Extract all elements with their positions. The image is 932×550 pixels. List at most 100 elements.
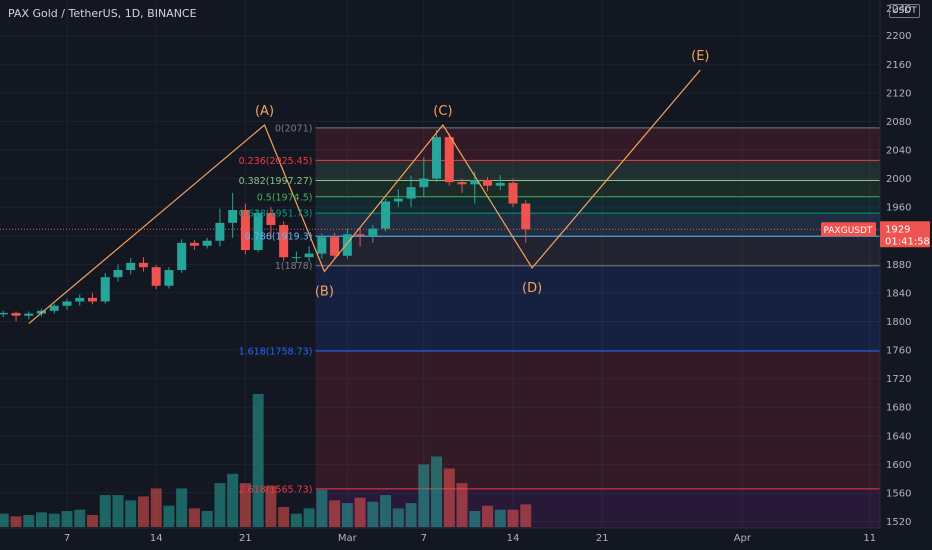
volume-bar xyxy=(176,488,188,527)
volume-bar xyxy=(112,495,124,527)
volume-bar xyxy=(23,515,35,527)
fib-label-0.5: 0.5(1974.5) xyxy=(257,192,313,203)
candle-body xyxy=(0,312,8,315)
volume-bar xyxy=(214,483,226,527)
symbol-label: PAXGUSDT xyxy=(824,226,873,236)
price-axis-tick-label: 1600 xyxy=(886,460,911,471)
volume-bar xyxy=(239,483,251,527)
candle-body xyxy=(368,228,378,236)
volume-bar xyxy=(329,500,341,527)
candle-body xyxy=(100,277,110,302)
price-axis-tick-label: 2080 xyxy=(886,117,911,128)
candle-body xyxy=(113,270,123,278)
time-axis-tick-label: 7 xyxy=(64,533,70,544)
candle-body xyxy=(279,225,289,258)
price-axis-tick-label: 2200 xyxy=(886,31,911,42)
volume-bar xyxy=(367,501,379,527)
fib-label-1: 1(1878) xyxy=(275,261,313,272)
candle-body xyxy=(495,182,505,186)
volume-bar xyxy=(227,473,239,527)
fib-label-0.236: 0.236(2025.45) xyxy=(239,156,313,167)
volume-bar xyxy=(341,503,353,527)
candle-body xyxy=(317,237,327,254)
volume-bar xyxy=(520,504,532,527)
candles[interactable] xyxy=(0,130,531,322)
volume-bar xyxy=(380,495,392,527)
fib-zone xyxy=(315,160,880,181)
volume-bar xyxy=(303,508,315,527)
candle-body xyxy=(406,187,416,199)
fib-zone xyxy=(315,350,880,489)
volume-bar xyxy=(137,496,149,527)
volume-bar xyxy=(99,495,111,527)
wave-label: (E) xyxy=(691,49,709,64)
fib-label-2.618: 2.618(1565.73) xyxy=(239,484,313,495)
price-axis-tick-label: 1800 xyxy=(886,317,911,328)
candle-body xyxy=(304,253,314,258)
volume-bar xyxy=(354,497,366,527)
volume-bar xyxy=(494,509,506,527)
volume-bar xyxy=(36,512,48,527)
candle-body xyxy=(444,137,454,183)
volume-bar xyxy=(405,503,417,527)
volume-bar xyxy=(265,485,277,527)
volume-bar xyxy=(163,505,175,527)
fib-zone xyxy=(315,265,880,351)
candle-body xyxy=(24,313,34,316)
volume-bar xyxy=(48,513,60,527)
candle-body xyxy=(419,178,429,188)
zigzag-pattern[interactable]: (A) (B) (C) (D) (E) xyxy=(28,49,710,325)
candle-body xyxy=(126,262,136,271)
candle-body xyxy=(342,234,352,256)
volume-bar xyxy=(86,515,98,527)
candle-body xyxy=(508,182,518,204)
candle-body xyxy=(164,270,174,286)
price-axis-background xyxy=(880,0,932,550)
price-axis-tick-label: 1760 xyxy=(886,346,911,357)
currency-badge[interactable]: USDT xyxy=(889,4,920,18)
candle-body xyxy=(291,257,301,259)
time-axis-tick-label: Apr xyxy=(734,533,752,544)
candle-body xyxy=(393,198,403,202)
candle-body xyxy=(151,267,161,286)
candle-body xyxy=(202,240,212,246)
price-axis-tick-label: 2240 xyxy=(886,4,911,15)
price-axis-tick-label: 1640 xyxy=(886,431,911,442)
time-axis-tick-label: 11 xyxy=(863,533,876,544)
price-axis-tick-label: 1720 xyxy=(886,374,911,385)
candle-body xyxy=(228,210,238,223)
current-price-value: 1929 xyxy=(885,224,910,235)
fib-label-0: 0(2071) xyxy=(275,123,313,134)
fib-zone xyxy=(315,180,880,197)
candle-body xyxy=(330,237,340,256)
wave-label: (C) xyxy=(433,104,452,119)
chart-title: PAX Gold / TetherUS, 1D, BINANCE xyxy=(8,7,197,20)
price-axis-tick-label: 1880 xyxy=(886,260,911,271)
volume-bar xyxy=(10,516,22,527)
time-axis-tick-label: Mar xyxy=(338,533,358,544)
candle-body xyxy=(87,297,97,302)
candle-body xyxy=(138,262,148,268)
fib-label-0.382: 0.382(1997.27) xyxy=(239,176,313,187)
candle-body xyxy=(470,180,480,185)
candle-body xyxy=(62,301,72,306)
candle-body xyxy=(215,222,225,241)
volume-bar xyxy=(150,488,162,527)
candle-body xyxy=(483,180,493,186)
volume-bar xyxy=(316,489,328,527)
fib-label-0.786: 0.786(1919.3) xyxy=(245,232,313,243)
volume-bar xyxy=(431,456,443,527)
fib-zone xyxy=(315,196,880,214)
wave-label: (A) xyxy=(255,104,274,119)
fib-labels: 0(2071) 0.236(2025.45) 0.382(1997.27) 0.5(1… xyxy=(239,123,313,495)
candle-body xyxy=(49,305,59,311)
fib-zone xyxy=(315,213,880,237)
price-axis-tick-label: 2160 xyxy=(886,60,911,71)
price-axis-tick-label: 1680 xyxy=(886,403,911,414)
candle-body xyxy=(266,212,276,226)
time-axis-tick-label: 7 xyxy=(421,533,427,544)
candle-body xyxy=(355,234,365,236)
volume-bar xyxy=(74,509,86,527)
